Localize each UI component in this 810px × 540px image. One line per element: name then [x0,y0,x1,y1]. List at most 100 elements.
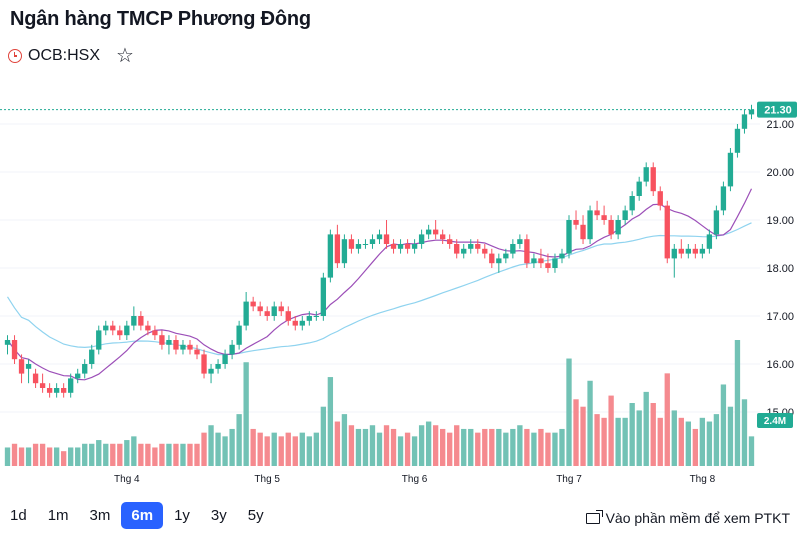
volume-bar [124,440,130,466]
candle [566,220,572,254]
period-1m[interactable]: 1m [47,507,69,524]
candle [369,239,376,244]
volume-bar [250,428,256,466]
candle [573,220,579,225]
volume-bar [390,428,397,466]
volume-bar [376,432,383,466]
candle [271,306,277,316]
candle [496,258,502,264]
candle [432,229,439,235]
volume-bar [531,432,537,466]
volume-bar [180,443,186,466]
volume-bar [636,410,642,466]
candle [103,325,109,331]
volume-bar [278,436,284,466]
volume-bar [706,421,713,466]
candle [159,335,165,345]
volume-bar [194,443,200,466]
volume-bar [341,414,348,466]
volume-bar [489,428,495,466]
volume-bar [643,391,649,466]
candle [32,373,39,384]
volume-bar [25,447,32,466]
candle [53,388,60,393]
volume-bar [60,451,67,466]
last-volume-badge [757,413,793,428]
candle [685,248,691,254]
candle [334,234,341,264]
candle [180,344,186,350]
period-6m[interactable]: 6m [121,502,164,529]
star-icon[interactable]: ☆ [116,45,134,67]
candle [75,373,81,379]
volume-bar [425,421,432,466]
candle [650,167,656,192]
y-axis-label: 20.00 [766,167,794,179]
candle [313,316,319,317]
candle [531,258,537,264]
volume-bar [727,406,734,466]
candle [601,215,607,220]
candle [18,359,25,374]
candle [383,234,390,244]
candle [734,128,741,153]
candle [46,388,53,393]
volume-bar [566,358,572,466]
candle [236,325,242,345]
candle [587,210,593,240]
candle [615,220,621,235]
volume-bar [411,436,418,466]
volume-bar [475,432,481,466]
period-5y[interactable]: 5y [247,507,264,524]
price-chart[interactable]: 21.0020.0019.0018.0017.0016.0015.0021.30… [0,98,810,488]
candle [411,244,418,249]
candle [629,196,635,211]
y-axis-label: 17.00 [766,311,794,323]
y-axis-label: 19.00 [766,215,794,227]
candle [418,234,425,244]
y-axis-label: 16.00 [766,359,794,371]
x-axis-label: Thg 5 [254,474,280,485]
advanced-chart-link[interactable]: Vào phần mềm để xem PTKT [585,509,790,526]
candle [475,244,481,249]
volume-bar [236,414,242,466]
candle [215,364,221,369]
volume-bar [587,380,593,466]
last-price-label: 21.30 [764,105,792,117]
volume-bar [468,428,474,466]
candle [292,320,298,326]
volume-bar [615,417,621,466]
period-3y[interactable]: 3y [210,507,227,524]
candle [671,248,677,259]
volume-bar [699,417,706,466]
candle [727,152,734,187]
volume-bar [138,443,144,466]
ticker-symbol: OCB:HSX [28,47,101,64]
volume-bar [447,432,453,466]
y-axis-label: 21.00 [766,119,794,131]
candle [440,234,446,240]
volume-bar [32,443,39,466]
volume-bar [46,447,53,466]
volume-bar [713,414,720,466]
ticker-row: OCB:HSX ☆ [8,45,134,67]
volume-bar [432,425,439,466]
volume-bar [720,384,727,466]
volume-bar [187,443,193,466]
candle [559,253,565,259]
candle [643,167,649,182]
candle [545,263,551,268]
candle [489,253,495,264]
candle [117,330,123,336]
candle [482,248,488,254]
volume-bar [559,428,565,466]
volume-bar [75,447,81,466]
volume-bar [657,417,663,466]
period-1y[interactable]: 1y [174,507,190,524]
candle [524,239,530,264]
period-3m[interactable]: 3m [89,507,111,524]
volume-bar [496,428,502,466]
period-1d[interactable]: 1d [10,507,27,524]
candle [362,244,369,245]
candle [194,349,200,355]
